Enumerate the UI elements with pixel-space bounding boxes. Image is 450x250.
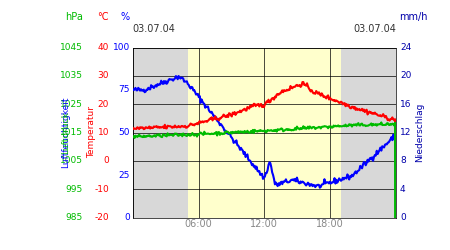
Text: -20: -20: [94, 213, 109, 222]
Text: 1045: 1045: [60, 43, 83, 52]
Text: hPa: hPa: [65, 12, 83, 22]
Text: Luftdruck: Luftdruck: [61, 111, 70, 154]
Text: 995: 995: [66, 185, 83, 194]
Text: 30: 30: [98, 71, 109, 80]
Text: 1035: 1035: [60, 71, 83, 80]
Text: 20: 20: [98, 100, 109, 109]
Text: 1025: 1025: [60, 100, 83, 109]
Text: 10: 10: [98, 128, 109, 137]
Text: 50: 50: [119, 128, 130, 137]
Text: Niederschlag: Niederschlag: [415, 103, 424, 162]
Bar: [341, 48, 396, 217]
Text: 100: 100: [113, 43, 130, 52]
Text: 1015: 1015: [60, 128, 83, 137]
Text: Temperatur: Temperatur: [87, 106, 96, 158]
Text: 20: 20: [400, 71, 411, 80]
Bar: [188, 48, 341, 217]
Text: °C: °C: [98, 12, 109, 22]
Text: 75: 75: [119, 86, 130, 94]
Bar: [133, 48, 188, 217]
Text: 03.07.04: 03.07.04: [133, 24, 176, 34]
Text: 24: 24: [400, 43, 411, 52]
Text: 1005: 1005: [60, 156, 83, 165]
Text: 16: 16: [400, 100, 411, 109]
Text: 4: 4: [400, 185, 405, 194]
Text: 12: 12: [400, 128, 411, 137]
Text: 03.07.04: 03.07.04: [353, 24, 396, 34]
Text: 0: 0: [124, 213, 130, 222]
Text: 40: 40: [98, 43, 109, 52]
Text: -10: -10: [94, 185, 109, 194]
Text: 0: 0: [104, 156, 109, 165]
Text: 0: 0: [400, 213, 406, 222]
Text: %: %: [121, 12, 130, 22]
Text: 985: 985: [66, 213, 83, 222]
Text: Luftfeuchtigkeit: Luftfeuchtigkeit: [61, 97, 70, 168]
Text: 25: 25: [119, 170, 130, 179]
Text: mm/h: mm/h: [399, 12, 427, 22]
Text: 8: 8: [400, 156, 406, 165]
